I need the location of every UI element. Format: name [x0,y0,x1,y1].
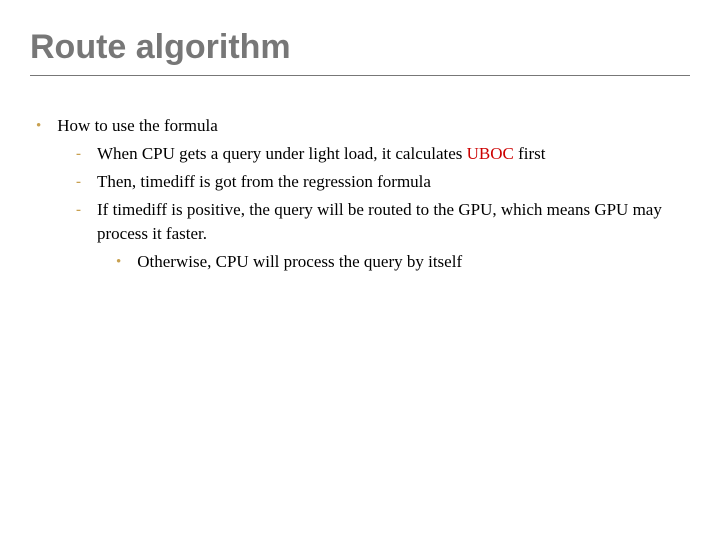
level1-text: How to use the formula [57,114,690,138]
bullet-level3: • Otherwise, CPU will process the query … [116,250,690,274]
bullet-dash-icon: - [76,198,81,246]
bullet-level2: - If timediff is positive, the query wil… [76,198,690,246]
bullet-level2: - Then, timediff is got from the regress… [76,170,690,194]
level2-text-0: When CPU gets a query under light load, … [97,142,690,166]
level2-text-1: Then, timediff is got from the regressio… [97,170,690,194]
bullet-dot-icon: • [116,250,121,274]
slide-title: Route algorithm [30,28,690,67]
level2-text-2: If timediff is positive, the query will … [97,198,690,246]
bullet-dot-icon: • [36,114,41,138]
title-underline [30,75,690,76]
bullet-dash-icon: - [76,142,81,166]
level3-text: Otherwise, CPU will process the query by… [137,250,690,274]
prefix-text: When CPU gets a query under light load, … [97,144,467,163]
bullet-level2: - When CPU gets a query under light load… [76,142,690,166]
highlight-text: UBOC [467,144,514,163]
bullet-level1: • How to use the formula [36,114,690,138]
bullet-dash-icon: - [76,170,81,194]
suffix-text: first [514,144,546,163]
slide-content: • How to use the formula - When CPU gets… [30,114,690,274]
